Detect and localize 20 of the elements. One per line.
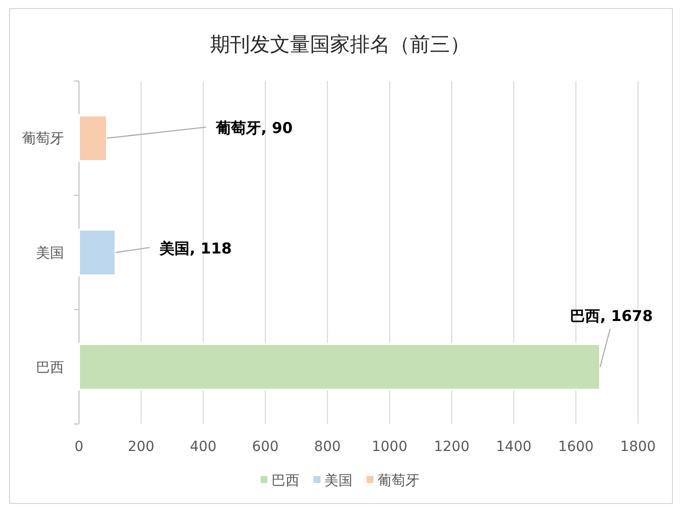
data-label: 巴西, 1678 [570,306,653,325]
x-tick-label: 1400 [496,439,532,455]
x-tick-label: 1200 [434,439,470,455]
x-tick-label: 0 [74,439,84,455]
data-label: 葡萄牙, 90 [214,119,293,138]
y-tick-label: 美国 [36,246,64,262]
x-tick-label: 800 [314,439,341,455]
y-tick-label: 葡萄牙 [22,131,64,148]
x-tick-label: 1600 [558,439,594,455]
legend-label: 巴西 [272,473,300,489]
x-tick-label: 200 [128,439,154,455]
x-tick-label: 1800 [620,439,656,455]
x-tick-label: 400 [190,439,217,455]
y-tick-label: 巴西 [36,360,64,376]
legend-label: 美国 [324,473,352,489]
legend-label: 葡萄牙 [378,473,420,489]
data-label: 美国, 118 [158,240,232,258]
chart-title: 期刊发文量国家排名（前三） [210,32,470,56]
x-tick-label: 600 [252,439,279,455]
x-tick-label: 1000 [372,439,408,455]
